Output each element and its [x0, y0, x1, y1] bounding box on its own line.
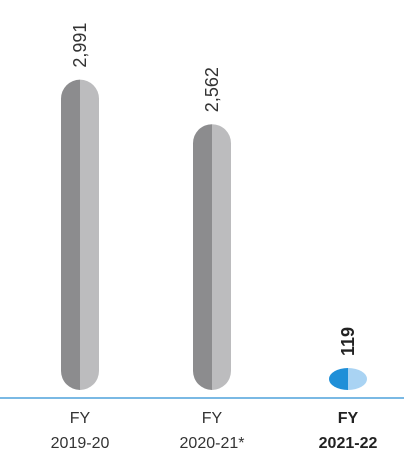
x-tick-label-1-line2: 2019-20	[51, 435, 110, 452]
x-tick-label-1-line1: FY	[70, 410, 91, 427]
data-label-2: 2,562	[202, 67, 222, 112]
data-label-1: 2,991	[70, 23, 90, 68]
data-label-3: 119	[338, 327, 358, 356]
x-tick-label-2-line2: 2020-21*	[180, 435, 245, 452]
x-tick-label-3-line1: FY	[338, 410, 359, 427]
bar-1	[61, 79, 99, 390]
x-tick-label-2-line1: FY	[202, 410, 223, 427]
x-tick-label-3-line2: 2021-22	[319, 435, 378, 452]
bar-3	[329, 368, 367, 390]
bar-2	[193, 124, 231, 390]
